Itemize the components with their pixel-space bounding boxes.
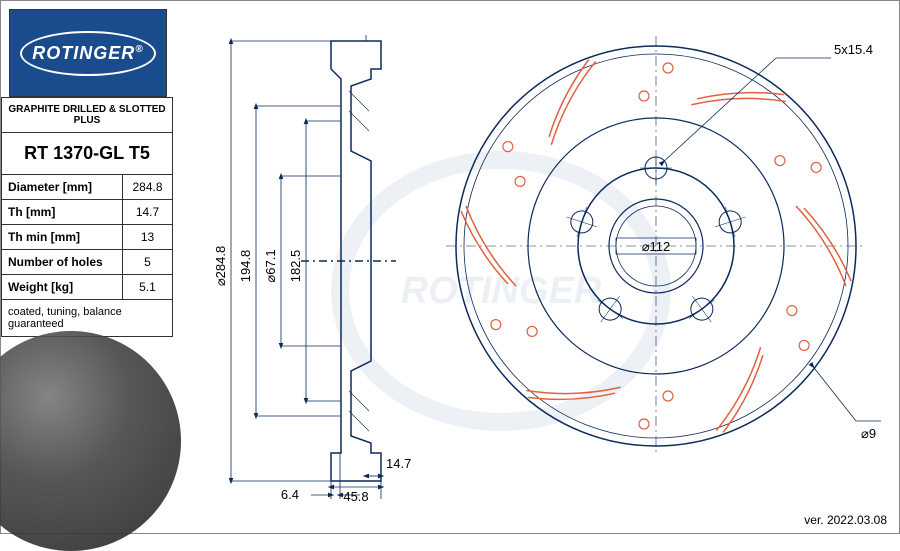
dim-182: 182.5 xyxy=(288,250,303,283)
spec-label: Th min [mm] xyxy=(2,225,123,250)
disc-photo xyxy=(0,331,181,551)
spec-value: 13 xyxy=(123,225,173,250)
spec-value: 284.8 xyxy=(123,175,173,200)
spec-value: 14.7 xyxy=(123,200,173,225)
side-view-drawing: ⌀284.8 194.8 ⌀67.1 182.5 6.4 14.7 45.8 xyxy=(221,21,421,501)
dim-64: 6.4 xyxy=(281,487,299,502)
spec-label: Weight [kg] xyxy=(2,275,123,300)
brand-logo: ROTINGER® xyxy=(9,9,167,97)
spec-label: Diameter [mm] xyxy=(2,175,123,200)
callout-holes: 5x15.4 xyxy=(834,42,873,57)
callout-drill: ⌀9 xyxy=(861,426,876,441)
brand-name: ROTINGER® xyxy=(32,43,143,64)
spec-label: Number of holes xyxy=(2,250,123,275)
callout-pcd: ⌀112 xyxy=(642,239,671,254)
dim-147: 14.7 xyxy=(386,456,411,471)
version-label: ver. 2022.03.08 xyxy=(804,513,887,527)
spec-value: 5.1 xyxy=(123,275,173,300)
part-number: RT 1370-GL T5 xyxy=(2,133,173,175)
dim-diameter: ⌀284.8 xyxy=(213,246,228,286)
product-line: GRAPHITE DRILLED & SLOTTED PLUS xyxy=(2,98,173,133)
spec-table: GRAPHITE DRILLED & SLOTTED PLUS RT 1370-… xyxy=(1,97,173,337)
front-view-drawing: 5x15.4 ⌀112 ⌀9 xyxy=(441,21,891,481)
dim-458: 45.8 xyxy=(343,489,368,504)
spec-label: Th [mm] xyxy=(2,200,123,225)
spec-footer: coated, tuning, balance guaranteed xyxy=(2,300,173,337)
spec-value: 5 xyxy=(123,250,173,275)
dim-194: 194.8 xyxy=(238,250,253,283)
dim-67: ⌀67.1 xyxy=(263,249,278,282)
